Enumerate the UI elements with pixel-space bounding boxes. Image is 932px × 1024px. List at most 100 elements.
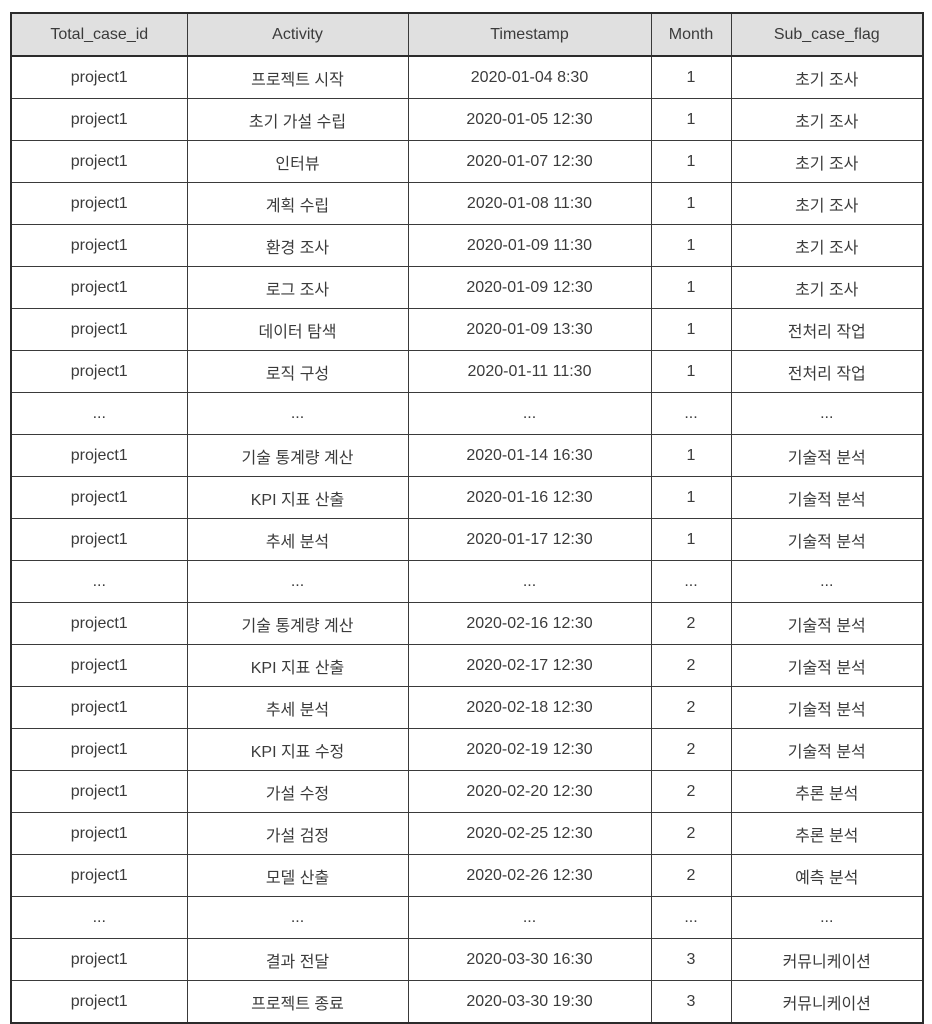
table-row: project1 KPI 지표 산출 2020-02-17 12:30 2 기술적 분석: [10, 644, 924, 687]
table-cell: 기술적 분석: [730, 518, 924, 561]
table-row: project1 프로젝트 종료 2020-03-30 19:30 3 커뮤니케이션: [10, 980, 924, 1024]
table-cell: 커뮤니케이션: [730, 938, 924, 981]
ellipsis-row: ...............: [10, 560, 924, 603]
table-cell: ...: [186, 560, 409, 603]
table-cell: 전처리 작업: [730, 308, 924, 351]
table-row: project1 계획 수립 2020-01-08 11:30 1 초기 조사: [10, 182, 924, 225]
table-cell: 3: [650, 938, 732, 981]
table-cell: 기술적 분석: [730, 644, 924, 687]
table-cell: 2020-01-04 8:30: [407, 55, 652, 99]
table-cell: 기술 통계량 계산: [186, 434, 409, 477]
table-cell: 초기 조사: [730, 98, 924, 141]
table-cell: project1: [10, 686, 188, 729]
column-header: Timestamp: [407, 12, 652, 57]
table-row: project1 기술 통계량 계산 2020-01-14 16:30 1 기술적 분석: [10, 434, 924, 477]
table-cell: project1: [10, 518, 188, 561]
table-cell: 인터뷰: [186, 140, 409, 183]
table-cell: KPI 지표 산출: [186, 644, 409, 687]
table-cell: ...: [407, 392, 652, 435]
table-cell: ...: [730, 896, 924, 939]
table-cell: 2020-01-07 12:30: [407, 140, 652, 183]
table-cell: 2020-01-11 11:30: [407, 350, 652, 393]
table-cell: 가설 검정: [186, 812, 409, 855]
table-cell: 2: [650, 644, 732, 687]
table-cell: 3: [650, 980, 732, 1024]
table-cell: ...: [730, 560, 924, 603]
header-row: Total_case_id Activity Timestamp Month Sub_c…: [10, 12, 924, 57]
table-cell: 2020-01-08 11:30: [407, 182, 652, 225]
table-cell: project1: [10, 350, 188, 393]
table-cell: 1: [650, 266, 732, 309]
table-cell: KPI 지표 산출: [186, 476, 409, 519]
table-cell: 1: [650, 55, 732, 99]
table-cell: ...: [407, 896, 652, 939]
table-row: project1 가설 검정 2020-02-25 12:30 2 추론 분석: [10, 812, 924, 855]
table-cell: ...: [10, 392, 188, 435]
table-cell: project1: [10, 476, 188, 519]
table-cell: 2020-02-20 12:30: [407, 770, 652, 813]
table-row: project1 기술 통계량 계산 2020-02-16 12:30 2 기술적 분석: [10, 602, 924, 645]
table-cell: 기술적 분석: [730, 728, 924, 771]
table-cell: 프로젝트 시작: [186, 55, 409, 99]
table-cell: project1: [10, 980, 188, 1024]
table-cell: project1: [10, 55, 188, 99]
table-cell: 1: [650, 518, 732, 561]
table-cell: 2020-01-09 13:30: [407, 308, 652, 351]
table-cell: 2020-03-30 19:30: [407, 980, 652, 1024]
table-cell: 2020-02-25 12:30: [407, 812, 652, 855]
table-cell: project1: [10, 812, 188, 855]
table-row: project1 프로젝트 시작 2020-01-04 8:30 1 초기 조사: [10, 55, 924, 99]
table-cell: 1: [650, 308, 732, 351]
table-cell: 추세 분석: [186, 518, 409, 561]
table-cell: 기술 통계량 계산: [186, 602, 409, 645]
table-cell: 2: [650, 854, 732, 897]
table-cell: 추론 분석: [730, 770, 924, 813]
table-row: project1 데이터 탐색 2020-01-09 13:30 1 전처리 작업: [10, 308, 924, 351]
table-cell: 초기 조사: [730, 182, 924, 225]
table-cell: 1: [650, 182, 732, 225]
table-cell: 전처리 작업: [730, 350, 924, 393]
table-cell: 초기 조사: [730, 140, 924, 183]
table-cell: 추론 분석: [730, 812, 924, 855]
table-cell: 초기 가설 수립: [186, 98, 409, 141]
table-cell: 데이터 탐색: [186, 308, 409, 351]
table-cell: 2020-02-18 12:30: [407, 686, 652, 729]
table-cell: 2020-01-16 12:30: [407, 476, 652, 519]
table-row: project1 추세 분석 2020-01-17 12:30 1 기술적 분석: [10, 518, 924, 561]
table-cell: ...: [730, 392, 924, 435]
table-cell: 결과 전달: [186, 938, 409, 981]
table-cell: 1: [650, 434, 732, 477]
table-cell: 기술적 분석: [730, 434, 924, 477]
table-cell: 2020-01-05 12:30: [407, 98, 652, 141]
table-cell: 로직 구성: [186, 350, 409, 393]
table-cell: project1: [10, 770, 188, 813]
table-cell: 예측 분석: [730, 854, 924, 897]
table-cell: project1: [10, 140, 188, 183]
table-cell: project1: [10, 98, 188, 141]
table-cell: 커뮤니케이션: [730, 980, 924, 1024]
table-cell: 2: [650, 728, 732, 771]
table-cell: 2020-02-16 12:30: [407, 602, 652, 645]
table-cell: ...: [10, 560, 188, 603]
table-row: project1 인터뷰 2020-01-07 12:30 1 초기 조사: [10, 140, 924, 183]
table-cell: KPI 지표 수정: [186, 728, 409, 771]
table-cell: 2020-03-30 16:30: [407, 938, 652, 981]
table-cell: 1: [650, 98, 732, 141]
table-cell: 가설 수정: [186, 770, 409, 813]
table-cell: 기술적 분석: [730, 686, 924, 729]
ellipsis-row: ...............: [10, 896, 924, 939]
event-log-table: Total_case_id Activity Timestamp Month Sub_c…: [10, 12, 924, 1024]
table-cell: 1: [650, 224, 732, 267]
table-cell: project1: [10, 266, 188, 309]
table-cell: 2020-01-09 12:30: [407, 266, 652, 309]
table-cell: project1: [10, 728, 188, 771]
table-body: project1 프로젝트 시작 2020-01-04 8:30 1 초기 조사 proj…: [10, 55, 924, 1024]
table-cell: ...: [10, 896, 188, 939]
table-cell: ...: [650, 896, 732, 939]
table-cell: 2020-02-26 12:30: [407, 854, 652, 897]
table-cell: project1: [10, 938, 188, 981]
table-cell: 초기 조사: [730, 266, 924, 309]
table-cell: 기술적 분석: [730, 476, 924, 519]
table-cell: project1: [10, 854, 188, 897]
table-row: project1 KPI 지표 산출 2020-01-16 12:30 1 기술적 분석: [10, 476, 924, 519]
